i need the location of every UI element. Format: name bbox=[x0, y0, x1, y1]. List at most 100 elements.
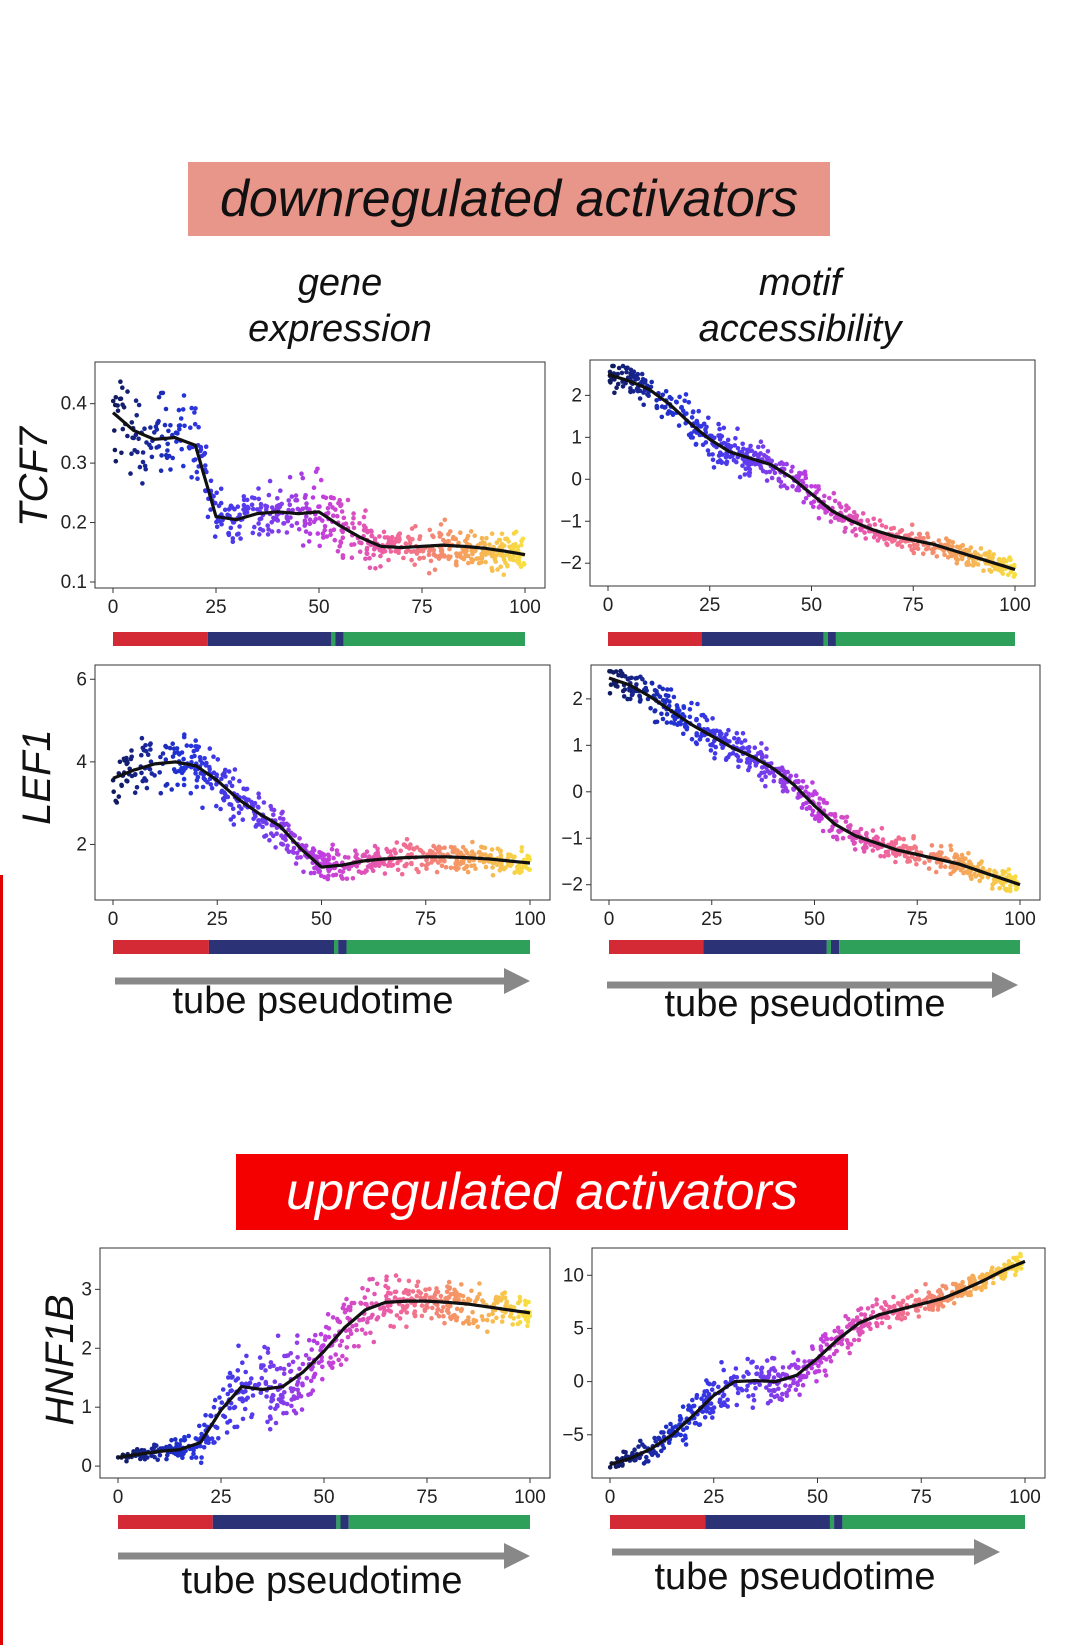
scatter-point bbox=[240, 1416, 246, 1422]
scatter-point bbox=[292, 833, 298, 838]
scatter-point bbox=[339, 1338, 345, 1344]
scatter-point bbox=[415, 1279, 421, 1285]
scatter-point bbox=[384, 1274, 389, 1279]
scatter-point bbox=[929, 843, 935, 848]
scatter-point bbox=[142, 463, 148, 469]
scatter-point bbox=[166, 453, 172, 459]
scatter-point bbox=[927, 858, 932, 863]
scatter-point bbox=[484, 1317, 490, 1323]
scatter-point bbox=[953, 1281, 958, 1287]
scatter-point bbox=[498, 1298, 504, 1303]
scatter-point bbox=[374, 1281, 380, 1287]
scatter-point bbox=[759, 755, 765, 761]
scatter-point bbox=[286, 827, 291, 833]
scatter-point bbox=[377, 860, 382, 865]
scatter-point bbox=[746, 749, 752, 754]
scatter-point bbox=[672, 717, 678, 722]
scatter-point bbox=[195, 476, 200, 482]
scatter-point bbox=[710, 741, 715, 747]
scatter-point bbox=[883, 849, 889, 855]
scatter-point bbox=[704, 1378, 709, 1383]
x-tick-label: 0 bbox=[605, 1487, 616, 1508]
scatter-point bbox=[112, 428, 117, 433]
scatter-point bbox=[226, 769, 232, 774]
scatter-point bbox=[660, 392, 666, 398]
scatter-point bbox=[832, 1328, 837, 1334]
scatter-point bbox=[860, 1329, 865, 1335]
scatter-point bbox=[975, 1285, 980, 1290]
scatter-point bbox=[406, 534, 411, 540]
scatter-point bbox=[227, 780, 233, 785]
scatter-point bbox=[163, 757, 169, 762]
scatter-point bbox=[713, 744, 718, 750]
y-tick-label: 0 bbox=[81, 1456, 92, 1477]
scatter-point bbox=[393, 850, 398, 856]
scatter-point bbox=[458, 551, 463, 556]
scatter-point bbox=[335, 1318, 341, 1324]
scatter-point bbox=[372, 1291, 377, 1297]
scatter-point bbox=[611, 363, 616, 369]
scatter-point bbox=[948, 847, 954, 853]
scatter-point bbox=[393, 548, 398, 554]
scatter-point bbox=[677, 1417, 683, 1423]
scatter-point bbox=[716, 421, 721, 427]
scatter-point bbox=[409, 526, 415, 531]
scatter-point bbox=[805, 1370, 811, 1376]
scatter-point bbox=[490, 1319, 496, 1324]
scatter-point bbox=[668, 720, 674, 725]
scatter-point bbox=[345, 1315, 351, 1321]
scatter-point bbox=[465, 553, 470, 559]
scatter-point bbox=[239, 1381, 245, 1387]
scatter-point bbox=[638, 1438, 643, 1444]
scatter-point bbox=[745, 1383, 750, 1389]
scatter-point bbox=[927, 1306, 932, 1312]
scatter-point bbox=[844, 1338, 850, 1343]
scatter-point bbox=[208, 782, 214, 787]
stage-bar-stage-2 bbox=[212, 1515, 337, 1529]
scatter-point bbox=[294, 1340, 300, 1346]
scatter-point bbox=[831, 490, 837, 496]
scatter-point bbox=[506, 539, 511, 544]
scatter-point bbox=[222, 507, 228, 513]
scatter-point bbox=[152, 773, 157, 778]
scatter-point bbox=[1006, 1259, 1012, 1264]
scatter-point bbox=[485, 1329, 490, 1334]
scatter-point bbox=[394, 840, 400, 845]
scatter-point bbox=[453, 861, 458, 866]
x-tick-label: 50 bbox=[807, 1487, 828, 1508]
scatter-point bbox=[793, 773, 799, 778]
scatter-point bbox=[214, 781, 219, 787]
scatter-point bbox=[384, 846, 389, 852]
scatter-point bbox=[958, 867, 964, 873]
scatter-point bbox=[429, 1316, 434, 1321]
scatter-point bbox=[423, 1292, 429, 1298]
scatter-point bbox=[351, 1300, 357, 1306]
scatter-point bbox=[152, 1442, 157, 1448]
x-tick-label: 100 bbox=[1009, 1487, 1041, 1508]
scatter-point bbox=[257, 1355, 263, 1360]
scatter-point bbox=[704, 717, 710, 723]
scatter-point bbox=[501, 572, 507, 577]
scatter-point bbox=[341, 1302, 347, 1308]
scatter-point bbox=[705, 737, 710, 743]
scatter-point bbox=[968, 1292, 973, 1298]
scatter-point bbox=[966, 850, 971, 856]
scatter-point bbox=[669, 396, 674, 402]
scatter-point bbox=[120, 385, 125, 391]
scatter-point bbox=[384, 1277, 389, 1283]
scatter-point bbox=[1000, 869, 1005, 874]
scatter-point bbox=[719, 434, 725, 439]
scatter-point bbox=[331, 513, 336, 518]
scatter-point bbox=[240, 1389, 246, 1395]
scatter-point bbox=[113, 458, 119, 464]
scatter-point bbox=[453, 536, 459, 542]
scatter-point bbox=[164, 1456, 169, 1462]
scatter-point bbox=[230, 806, 236, 811]
scatter-point bbox=[281, 821, 286, 826]
scatter-point bbox=[242, 510, 248, 516]
scatter-point bbox=[844, 814, 850, 820]
scatter-point bbox=[404, 861, 410, 867]
scatter-point bbox=[786, 1387, 792, 1393]
scatter-point bbox=[378, 564, 383, 569]
x-tick-label: 50 bbox=[308, 597, 329, 618]
